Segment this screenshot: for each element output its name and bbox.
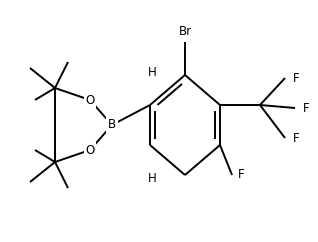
Text: F: F <box>303 101 310 114</box>
Text: O: O <box>85 144 95 157</box>
Text: F: F <box>293 71 300 84</box>
Text: H: H <box>148 66 156 78</box>
Text: Br: Br <box>178 25 191 38</box>
Text: F: F <box>293 131 300 144</box>
Text: O: O <box>85 93 95 106</box>
Text: H: H <box>148 172 156 184</box>
Text: B: B <box>108 119 116 131</box>
Text: F: F <box>238 168 245 182</box>
